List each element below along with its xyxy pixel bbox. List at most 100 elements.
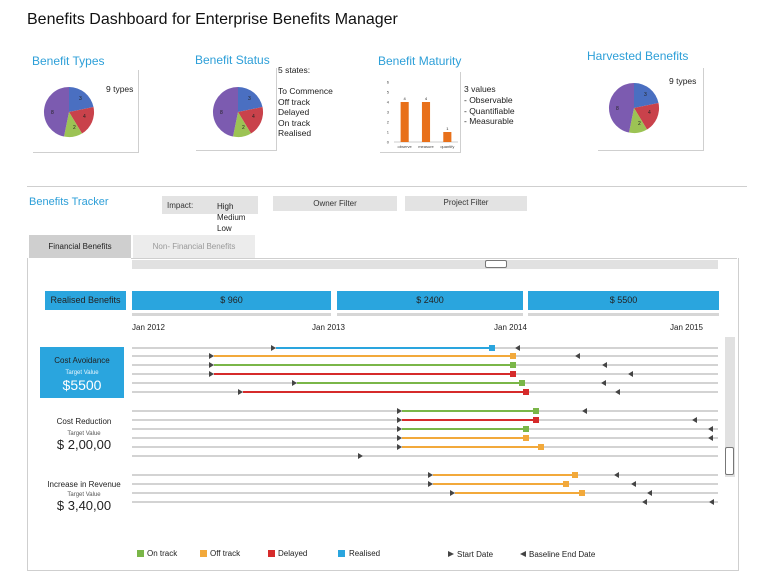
category-name: Increase in Revenue bbox=[47, 480, 121, 489]
legend-realised: Realised bbox=[349, 549, 381, 558]
tab-non-financial-benefits[interactable]: Non- Financial Benefits bbox=[133, 235, 255, 258]
pie-label: 3 bbox=[79, 96, 82, 102]
realised-value-2013[interactable]: $ 2400 bbox=[337, 291, 523, 310]
target-value: $ 2,00,00 bbox=[56, 437, 112, 452]
target-label: Target Value bbox=[67, 431, 101, 437]
year-label-2013: Jan 2013 bbox=[312, 323, 345, 332]
pie-label: 2 bbox=[638, 121, 641, 127]
maturity-value: - Quantifiable bbox=[464, 105, 515, 116]
y-tick-label: 6 bbox=[387, 80, 390, 85]
pie-label: 3 bbox=[644, 92, 647, 98]
year-label-2012: Jan 2012 bbox=[132, 323, 165, 332]
x-tick-label: measure bbox=[418, 144, 434, 149]
horizontal-scroll-thumb[interactable] bbox=[485, 260, 507, 268]
y-tick-label: 4 bbox=[387, 100, 390, 105]
maturity-note-heading: 3 values bbox=[464, 84, 496, 94]
target-value: $5500 bbox=[62, 377, 102, 393]
baseline-end-date-icon bbox=[520, 551, 526, 557]
realised-benefits-label: Realised Benefits bbox=[45, 291, 126, 310]
y-tick-label: 1 bbox=[387, 130, 390, 135]
category-name: Cost Avoidance bbox=[54, 356, 110, 365]
benefit-maturity-title: Benefit Maturity bbox=[378, 54, 462, 68]
y-tick-label: 3 bbox=[387, 110, 390, 115]
page-title: Benefits Dashboard for Enterprise Benefi… bbox=[27, 11, 398, 28]
benefits-tracker-title: Benefits Tracker bbox=[29, 196, 109, 208]
vertical-scroll-thumb[interactable] bbox=[725, 447, 734, 475]
benefit-status-pie[interactable]: 8 3 4 2 bbox=[210, 84, 266, 140]
harvested-panel[interactable]: 8 3 4 2 9 types bbox=[598, 68, 704, 151]
target-label: Target Value bbox=[65, 370, 99, 376]
benefit-status-panel[interactable]: 8 3 4 2 bbox=[196, 68, 277, 151]
legend-swatch-realised bbox=[338, 550, 345, 557]
benefit-maturity-panel[interactable]: 0 1 2 3 4 5 6 4 observe 4 measure 1 quantify bbox=[380, 72, 461, 153]
vertical-scrollbar[interactable] bbox=[725, 337, 735, 477]
tracker-panel bbox=[27, 258, 739, 571]
pie-label: 4 bbox=[252, 114, 255, 120]
target-label: Target Value bbox=[67, 492, 101, 498]
benefit-status-title: Benefit Status bbox=[195, 53, 270, 67]
benefit-types-note: 9 types bbox=[106, 84, 134, 94]
legend-swatch-delayed bbox=[268, 550, 275, 557]
status-item: Realised bbox=[278, 128, 312, 138]
tab-financial-benefits[interactable]: Financial Benefits bbox=[29, 235, 131, 258]
benefit-types-pie[interactable]: 8 3 4 2 bbox=[41, 84, 97, 140]
maturity-bar bbox=[443, 132, 452, 142]
realised-value-2012[interactable]: $ 960 bbox=[132, 291, 331, 310]
pie-label: 3 bbox=[248, 96, 251, 102]
benefit-types-title: Benefit Types bbox=[32, 54, 105, 68]
maturity-bar-chart[interactable]: 0 1 2 3 4 5 6 4 observe 4 measure 1 quantify bbox=[380, 76, 460, 152]
category-name: Cost Reduction bbox=[56, 417, 112, 426]
benefit-types-panel[interactable]: 8 3 4 2 9 types bbox=[33, 70, 139, 153]
data-label: 4 bbox=[425, 96, 428, 101]
harvested-title: Harvested Benefits bbox=[587, 49, 689, 63]
start-date-icon bbox=[448, 551, 454, 557]
x-tick-label: quantify bbox=[440, 144, 454, 149]
maturity-bar bbox=[421, 102, 431, 142]
category-cost-reduction[interactable]: Cost Reduction Target Value $ 2,00,00 bbox=[40, 414, 128, 458]
benefit-status-heading: 5 states: bbox=[278, 65, 311, 75]
maturity-value: - Observable bbox=[464, 95, 513, 105]
category-increase-in-revenue[interactable]: Increase in Revenue Target Value $ 3,40,… bbox=[40, 478, 128, 522]
timeline-marker bbox=[528, 313, 719, 316]
data-label: 4 bbox=[404, 96, 407, 101]
impact-option-medium[interactable]: Medium bbox=[217, 213, 246, 222]
legend-on-track: On track bbox=[147, 549, 178, 558]
status-item: Delayed bbox=[278, 107, 310, 117]
x-tick-label: observe bbox=[398, 144, 413, 149]
data-label: 1 bbox=[446, 126, 449, 131]
legend-baseline-end-date: Baseline End Date bbox=[529, 550, 596, 559]
year-label-2015: Jan 2015 bbox=[670, 323, 703, 332]
y-tick-label: 0 bbox=[387, 140, 390, 145]
pie-label: 2 bbox=[73, 125, 76, 131]
legend-swatch-on-track bbox=[137, 550, 144, 557]
maturity-values-list: - Observable - Quantifiable - Measurable bbox=[464, 95, 515, 127]
harvested-note: 9 types bbox=[669, 76, 697, 86]
status-item: On track bbox=[278, 117, 311, 128]
legend-delayed: Delayed bbox=[278, 549, 308, 558]
y-tick-label: 5 bbox=[387, 90, 390, 95]
impact-filter[interactable]: Impact: bbox=[162, 196, 258, 214]
section-divider bbox=[27, 186, 747, 187]
horizontal-scrollbar[interactable] bbox=[132, 260, 718, 269]
category-cost-avoidance[interactable]: Cost Avoidance Target Value $5500 bbox=[40, 347, 124, 398]
tracker-top-border bbox=[131, 258, 737, 259]
owner-filter[interactable]: Owner Filter bbox=[273, 196, 397, 211]
pie-label: 4 bbox=[648, 110, 651, 116]
status-item: Off track bbox=[278, 96, 310, 107]
timeline-marker bbox=[337, 313, 523, 316]
pie-label: 8 bbox=[616, 106, 619, 112]
impact-options[interactable]: High Medium Low bbox=[217, 201, 245, 234]
y-tick-label: 2 bbox=[387, 120, 390, 125]
pie-label: 8 bbox=[220, 110, 223, 116]
impact-option-low[interactable]: Low bbox=[217, 224, 232, 233]
harvested-pie[interactable]: 8 3 4 2 bbox=[606, 80, 662, 136]
timeline-marker bbox=[132, 313, 331, 316]
impact-option-high[interactable]: High bbox=[217, 202, 234, 211]
pie-label: 2 bbox=[242, 125, 245, 131]
maturity-bar bbox=[400, 102, 409, 142]
project-filter[interactable]: Project Filter bbox=[405, 196, 527, 211]
status-item: To Commence bbox=[278, 86, 333, 96]
maturity-value: - Measurable bbox=[464, 116, 514, 126]
realised-value-2014[interactable]: $ 5500 bbox=[528, 291, 719, 310]
